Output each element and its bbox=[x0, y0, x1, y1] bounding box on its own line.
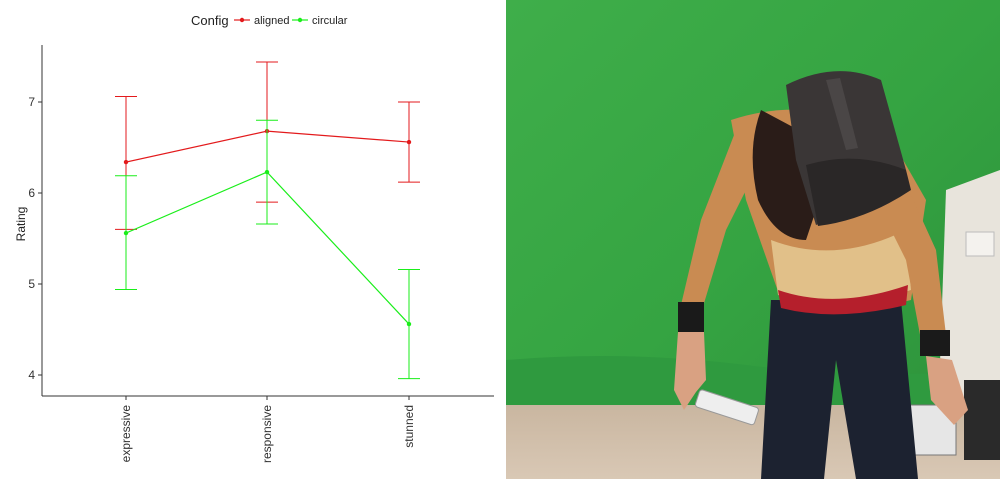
person-left-arm bbox=[681, 130, 761, 310]
person-legs bbox=[761, 300, 918, 479]
chart-panel: Config aligned circular Rating 4 5 6 7 expre… bbox=[14, 13, 494, 464]
left-hand bbox=[674, 332, 706, 410]
data-point bbox=[406, 139, 412, 145]
right-hand bbox=[926, 356, 968, 425]
legend: Config aligned circular bbox=[191, 13, 348, 28]
y-tick-label: 7 bbox=[28, 95, 35, 109]
shirt-red-band bbox=[778, 285, 908, 315]
line-chart: Config aligned circular Rating 4 5 6 7 expre… bbox=[14, 13, 494, 463]
data-point bbox=[406, 321, 412, 327]
x-tick-label: responsive bbox=[260, 405, 274, 463]
y-axis-title: Rating bbox=[14, 207, 28, 242]
vr-headset-front bbox=[806, 158, 911, 226]
plot-area bbox=[115, 61, 420, 380]
legend-entry-aligned: aligned bbox=[234, 15, 289, 27]
y-tick-label: 5 bbox=[28, 277, 35, 291]
legend-swatch-point bbox=[297, 17, 303, 23]
wall-outlet bbox=[965, 231, 995, 257]
y-tick-label: 4 bbox=[28, 368, 35, 382]
shirt-band bbox=[771, 230, 911, 304]
power-strip bbox=[694, 389, 759, 426]
data-point bbox=[123, 230, 129, 236]
x-tick-label: expressive bbox=[119, 405, 133, 463]
x-tick-label: stunned bbox=[402, 405, 416, 448]
photo-green-screen-vr bbox=[506, 0, 1000, 479]
legend-label: circular bbox=[312, 15, 348, 27]
series-circular bbox=[115, 119, 420, 380]
legend-title: Config bbox=[191, 13, 229, 28]
legend-entry-circular: circular bbox=[292, 15, 348, 27]
black-device bbox=[964, 380, 1000, 460]
legend-label: aligned bbox=[254, 15, 289, 27]
data-point bbox=[123, 159, 129, 165]
legend-swatch-point bbox=[239, 17, 245, 23]
axes: Rating 4 5 6 7 expressive responsive stunned bbox=[14, 45, 494, 463]
vr-strap bbox=[826, 78, 858, 150]
vr-user-photo bbox=[506, 0, 1000, 479]
data-point bbox=[264, 169, 270, 175]
left-cuff bbox=[678, 302, 704, 332]
y-tick-label: 6 bbox=[28, 186, 35, 200]
right-cuff bbox=[920, 330, 950, 356]
